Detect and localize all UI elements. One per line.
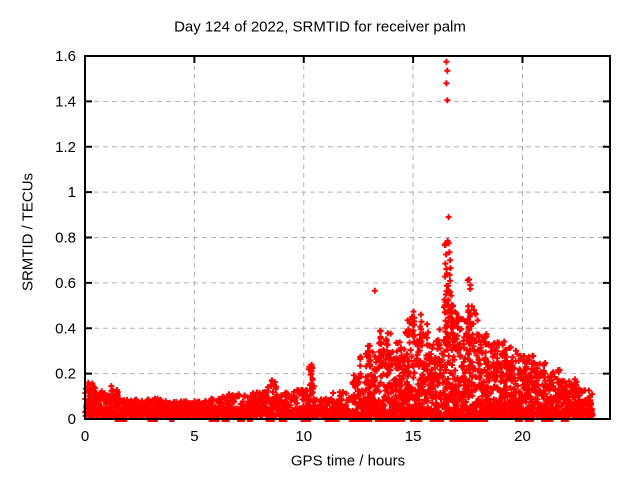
y-axis-title: SRMTID / TECUs <box>19 172 37 292</box>
y-tick-label: 1 <box>68 184 76 201</box>
y-tick-label: 0.2 <box>55 366 76 383</box>
x-tick-label: 0 <box>81 428 89 445</box>
y-tick-label: 0.8 <box>55 230 76 247</box>
x-tick-label: 5 <box>190 428 198 445</box>
y-tick-label: 1.2 <box>55 139 76 156</box>
data-points <box>82 58 596 422</box>
grid-lines <box>85 56 610 419</box>
y-tick-labels: 0 0.2 0.4 0.6 0.8 1 1.2 1.4 1.6 <box>55 48 76 428</box>
x-tick-label: 20 <box>514 428 531 445</box>
x-tick-label: 15 <box>405 428 422 445</box>
y-tick-label: 0.4 <box>55 320 76 337</box>
chart-title: Day 124 of 2022, SRMTID for receiver pal… <box>174 18 466 36</box>
x-tick-labels: 0 5 10 15 20 <box>81 428 531 445</box>
y-tick-label: 0 <box>68 411 76 428</box>
x-tick-label: 10 <box>295 428 312 445</box>
y-tick-label: 1.4 <box>55 93 76 110</box>
y-tick-label: 0.6 <box>55 275 76 292</box>
x-axis-title: GPS time / hours <box>290 452 406 470</box>
plot-border <box>84 55 611 420</box>
y-tick-label: 1.6 <box>55 48 76 65</box>
